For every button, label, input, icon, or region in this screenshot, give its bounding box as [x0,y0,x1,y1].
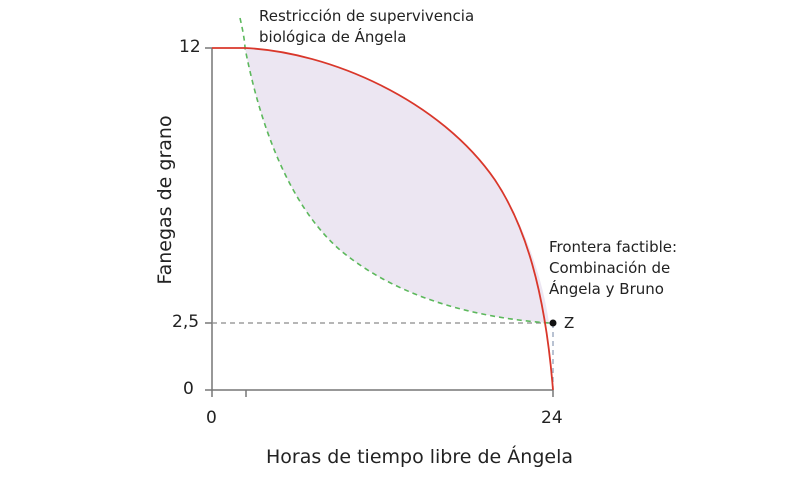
frontier-label: Frontera factible: Combinación de Ángela… [549,237,677,300]
point-z-label: Z [564,314,575,332]
survival-label-line2: biológica de Ángela [259,28,407,46]
y-tick-label-12: 12 [179,37,201,57]
survival-label-line1: Restricción de supervivencia [259,7,475,25]
survival-constraint-label: Restricción de supervivencia biológica d… [259,6,474,48]
frontier-label-line2: Combinación de [549,259,671,277]
feasible-frontier-curve [211,47,554,391]
x-axis-title: Horas de tiempo libre de Ángela [266,446,573,468]
y-axis-title: Fanegas de grano [154,115,176,285]
y-tick-label-2-5: 2,5 [172,312,200,332]
x-tick-label-0: 0 [206,408,217,428]
frontier-label-line1: Frontera factible: [549,238,678,256]
survival-constraint-curve [239,17,550,324]
feasible-region [245,48,549,323]
frontier-label-line3: Ángela y Bruno [549,280,664,298]
x-tick-label-24: 24 [541,408,563,428]
y-tick-label-0: 0 [183,379,194,399]
point-z-marker [549,319,557,327]
